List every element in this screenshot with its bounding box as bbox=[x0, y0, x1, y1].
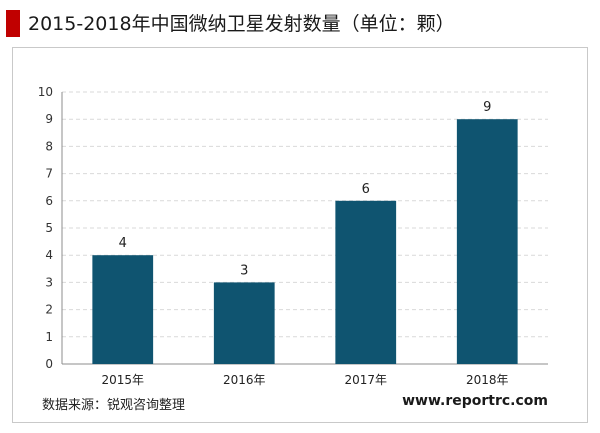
x-tick-labels: 2015年 2016年 2017年 2018年 bbox=[101, 373, 508, 387]
bar bbox=[335, 200, 397, 364]
x-tick-label: 2018年 bbox=[466, 373, 509, 387]
chart-frame bbox=[12, 47, 588, 423]
data-label: 6 bbox=[362, 182, 370, 197]
data-label: 3 bbox=[240, 263, 248, 278]
data-labels: 4 3 6 9 bbox=[119, 100, 492, 278]
y-tick-label: 3 bbox=[45, 275, 53, 289]
y-tick-label: 7 bbox=[45, 167, 53, 181]
source-note: 数据来源：锐观咨询整理 bbox=[42, 398, 186, 413]
x-tick-label: 2015年 bbox=[101, 373, 144, 387]
data-label: 4 bbox=[119, 236, 127, 251]
y-tick-labels: 0 1 2 3 4 5 6 7 8 9 10 bbox=[38, 85, 53, 371]
y-tick-label: 9 bbox=[45, 112, 53, 126]
title-accent-bar bbox=[6, 10, 20, 37]
x-tick-label: 2016年 bbox=[223, 373, 266, 387]
bars bbox=[92, 119, 518, 364]
y-tick-label: 6 bbox=[45, 194, 53, 208]
bar bbox=[92, 255, 154, 364]
y-tick-label: 8 bbox=[45, 139, 53, 153]
chart-title: 2015-2018年中国微纳卫星发射数量（单位：颗） bbox=[28, 13, 455, 35]
bar bbox=[213, 282, 275, 364]
y-tick-label: 5 bbox=[45, 221, 53, 235]
y-tick-label: 2 bbox=[45, 303, 53, 317]
y-tick-label: 0 bbox=[45, 357, 53, 371]
website-url: www.reportrc.com bbox=[402, 393, 548, 409]
data-label: 9 bbox=[483, 100, 491, 115]
bar bbox=[456, 119, 518, 364]
y-tick-label: 1 bbox=[45, 330, 53, 344]
y-tick-label: 10 bbox=[38, 85, 53, 99]
x-tick-label: 2017年 bbox=[344, 373, 387, 387]
y-tick-label: 4 bbox=[45, 248, 53, 262]
